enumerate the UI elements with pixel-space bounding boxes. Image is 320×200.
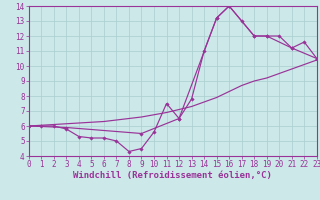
X-axis label: Windchill (Refroidissement éolien,°C): Windchill (Refroidissement éolien,°C) bbox=[73, 171, 272, 180]
